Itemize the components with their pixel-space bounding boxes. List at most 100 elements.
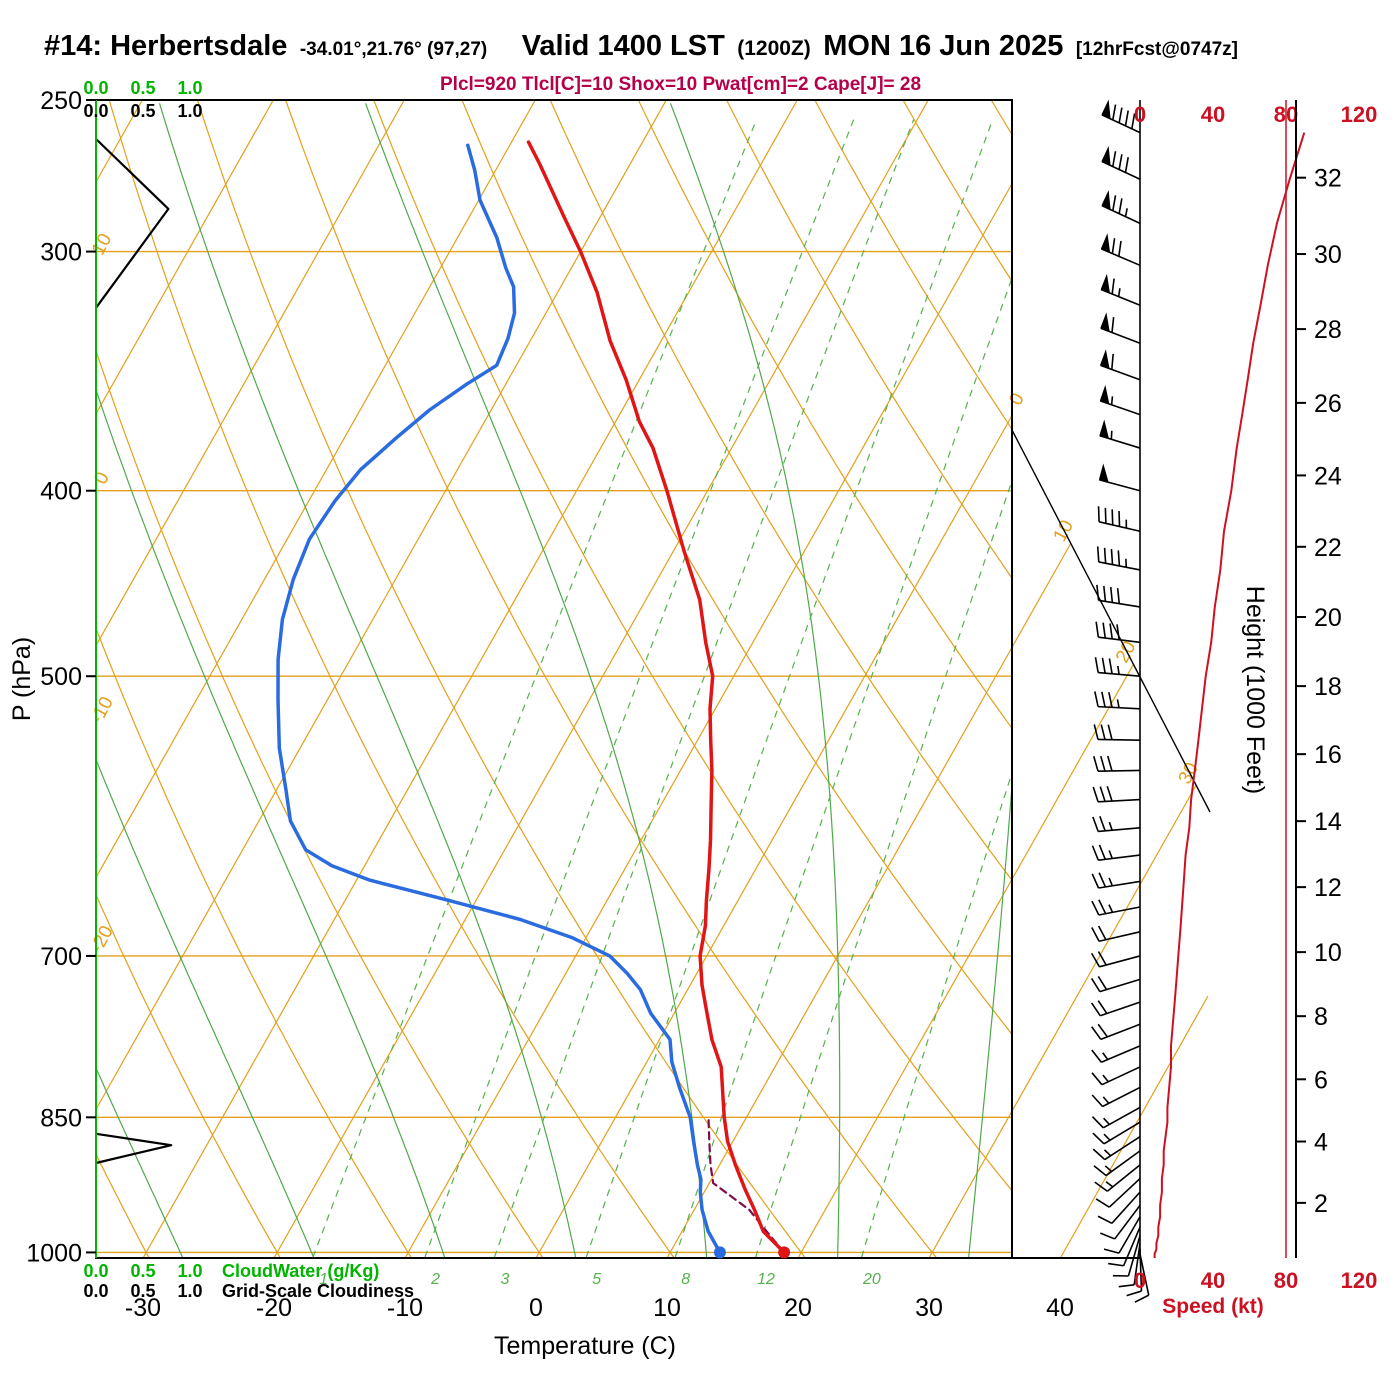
speed-tick-label-bottom: 80	[1274, 1268, 1298, 1293]
dry-adiabat-line	[1079, 100, 1400, 1257]
cloudwater-scale-top: 0.0	[83, 78, 108, 98]
isotherm-line	[404, 182, 1012, 1258]
wind-barb	[1112, 1235, 1141, 1277]
mixing-ratio-line	[585, 119, 994, 1258]
temperature-tick-label: 0	[529, 1294, 543, 1322]
moist-adiabat-line	[158, 103, 577, 1258]
cloudiness-axis-title: Grid-Scale Cloudiness	[222, 1281, 414, 1301]
height-tick-label: 30	[1314, 241, 1342, 269]
wind-barb	[1093, 724, 1141, 741]
wind-barb	[1092, 1121, 1141, 1145]
height-tick-label: 32	[1314, 165, 1342, 193]
isotherm-extension	[1011, 664, 1134, 880]
isotherm-line	[797, 878, 1012, 1258]
pressure-tick-label: 700	[40, 943, 82, 971]
cloudwater-axis-title: CloudWater (g/Kg)	[222, 1261, 379, 1281]
dry-adiabat-line	[726, 100, 1012, 580]
temperature-axis-title: Temperature (C)	[494, 1332, 676, 1360]
diagonal-boundary-line	[1011, 429, 1211, 813]
temperature-tick-label: 40	[1046, 1294, 1074, 1322]
wind-barb	[1090, 951, 1141, 968]
temperature-curve	[526, 140, 786, 1255]
cloudiness-scale-top: 0.0	[83, 101, 108, 121]
temperature-tick-label: 30	[915, 1294, 943, 1322]
height-tick-label: 10	[1314, 939, 1342, 967]
isotherm-label-right: 0	[1005, 390, 1029, 409]
height-tick-label: 28	[1314, 316, 1342, 344]
dry-adiabat-line	[637, 100, 1012, 730]
wind-barb	[1091, 1106, 1141, 1129]
valid-date: MON 16 Jun 2025	[823, 30, 1064, 62]
wind-barb	[1092, 786, 1141, 803]
pressure-tick-label: 500	[40, 663, 82, 691]
isotherm-line	[535, 414, 1012, 1258]
dry-adiabat-line	[96, 349, 543, 1258]
isotherm-line	[96, 100, 405, 647]
parcel-ascent-curve	[707, 1116, 786, 1254]
wind-barb	[1092, 815, 1141, 833]
wind-barb	[1100, 1204, 1141, 1240]
speed-tick-label-bottom: 0	[1134, 1268, 1146, 1293]
wind-barb	[1099, 419, 1141, 449]
mixing-ratio-label: 20	[862, 1271, 881, 1288]
dewpoint-curve	[276, 143, 722, 1255]
wind-barb	[1094, 691, 1141, 710]
wind-barb	[1090, 975, 1141, 993]
mixing-ratio-label: 12	[757, 1271, 775, 1288]
pressure-tick-label: 300	[40, 239, 82, 267]
speed-panel-group: 0 0 40 40 80 80 120 120 Speed (kt)	[1134, 100, 1377, 1318]
adiabat-label-left: 10	[88, 230, 116, 259]
wind-barb	[1091, 1023, 1141, 1041]
cloudwater-scale-bottom: 0.5	[130, 1261, 155, 1281]
plot-frame	[95, 99, 1013, 1259]
wind-barb	[1091, 872, 1141, 889]
height-tick-label: 18	[1314, 673, 1342, 701]
mixing-ratio-line	[860, 770, 1012, 1258]
height-tick-label: 8	[1314, 1003, 1328, 1031]
speed-tick-label-top: 0	[1134, 102, 1146, 127]
background-lines-group	[96, 100, 1400, 1258]
wind-barb	[1094, 657, 1141, 678]
dry-adiabat-line	[96, 626, 412, 1258]
mixing-ratio-line	[755, 479, 1012, 1258]
chart-title: #14: Herbertsdale -34.01°,21.76° (97,27)…	[44, 30, 1238, 63]
speed-tick-label-top: 80	[1274, 102, 1298, 127]
wind-barb	[1094, 1164, 1141, 1192]
speed-tick-label-top: 40	[1201, 102, 1225, 127]
wind-barb	[1099, 384, 1141, 416]
mixing-ratio-line	[493, 119, 915, 1258]
isotherm-line	[1060, 100, 1400, 1258]
isotherm-label-right: 30	[1175, 759, 1203, 788]
pressure-tick-label: 400	[40, 478, 82, 506]
wind-barb	[1093, 1150, 1141, 1177]
isotherm-line	[666, 646, 1012, 1258]
adiabat-label-left: -20	[86, 922, 117, 956]
height-tick-label: 26	[1314, 390, 1342, 418]
speed-profile-curve	[1153, 132, 1306, 1258]
height-tick-label: 2	[1314, 1190, 1328, 1218]
speed-tick-label-bottom: 40	[1201, 1268, 1225, 1293]
speed-tick-label-top: 120	[1341, 102, 1378, 127]
mixing-ratio-line	[674, 276, 1012, 1258]
cloudiness-scale-bottom: 0.0	[83, 1281, 108, 1301]
wind-barb	[1095, 1177, 1141, 1208]
wind-barb	[1101, 146, 1141, 180]
wind-barb	[1101, 190, 1141, 225]
moist-adiabat-line	[96, 1066, 184, 1258]
isotherm-extension-group: 1020300	[1005, 390, 1211, 1259]
moist-adiabat-line	[968, 778, 1012, 1258]
wind-barb	[1091, 1086, 1141, 1108]
sounding-profiles-group	[276, 140, 791, 1259]
pressure-tick-label: 1000	[26, 1239, 82, 1267]
wind-barb	[1091, 1045, 1141, 1064]
station-coords: -34.01°,21.76° (97,27)	[299, 39, 488, 60]
adiabat-label-left: -10	[86, 693, 117, 727]
cloudwater-scale-top: 0.5	[130, 78, 155, 98]
pressure-axis-title: P (hPa)	[8, 637, 36, 721]
temperature-tick-label: -10	[387, 1294, 423, 1322]
temperature-tick-label: -20	[256, 1294, 292, 1322]
dry-adiabat-line	[196, 100, 806, 1258]
isotherm-line	[96, 100, 274, 416]
wind-barb	[1101, 99, 1141, 134]
mixing-ratio-label: 1	[319, 1271, 328, 1288]
